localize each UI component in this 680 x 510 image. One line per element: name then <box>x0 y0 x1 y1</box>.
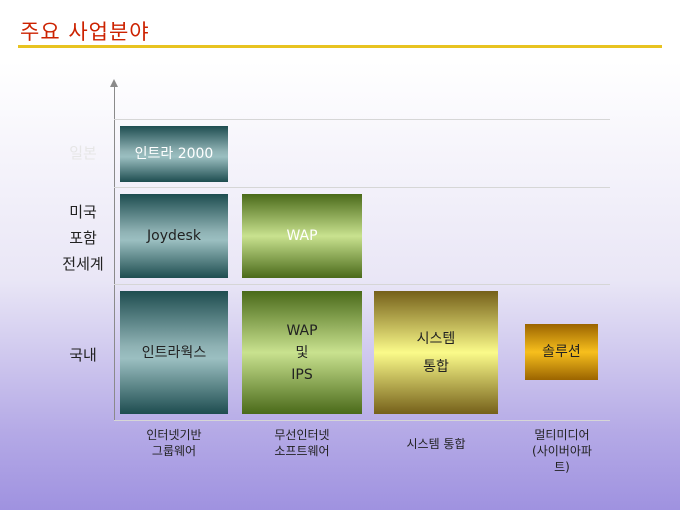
cell-label-line: WAP <box>286 322 318 339</box>
gridline <box>114 284 610 285</box>
row-label-line: 포함 <box>69 229 97 247</box>
column-label-line: 소프트웨어 <box>274 444 330 458</box>
cell-label: WAP <box>286 228 318 244</box>
vertical-axis <box>114 86 115 420</box>
column-label-line: (사이버아파 <box>532 444 592 458</box>
row-label-line: 전세계 <box>62 255 104 273</box>
column-label-groupware: 인터넷기반 그룹웨어 <box>120 427 228 459</box>
column-label-system-integration: 시스템 통합 <box>406 437 466 451</box>
cell-label: 솔루션 <box>542 344 581 360</box>
row-label-line: 미국 <box>69 203 97 221</box>
page-title: 주요 사업분야 <box>20 20 150 44</box>
cell-label-line: 시스템 <box>416 330 456 347</box>
row-label-domestic: 국내 <box>69 346 97 364</box>
column-label-line: 그룹웨어 <box>151 444 197 458</box>
axis-arrow-icon <box>110 79 118 87</box>
title-underline <box>18 45 662 48</box>
cell-label: 인트라웍스 <box>141 344 207 361</box>
cell-intra2000: 인트라 2000 <box>120 126 228 182</box>
cell-wap-ips: WAP 및 IPS <box>242 291 362 414</box>
cell-label: Joydesk <box>147 228 201 244</box>
cell-label-line: 통합 <box>423 358 449 375</box>
gridline <box>114 119 610 120</box>
row-label-japan: 일본 <box>69 144 97 162</box>
cell-wap: WAP <box>242 194 362 278</box>
column-label-line: 무선인터넷 <box>274 428 330 442</box>
column-label-wireless: 무선인터넷 소프트웨어 <box>242 427 362 459</box>
gridline <box>114 187 610 188</box>
cell-system-integration: 시스템 통합 <box>374 291 498 414</box>
column-label-line: 인터넷기반 <box>146 428 202 442</box>
column-label-multimedia: 멀티미디어 (사이버아파 트) <box>512 427 612 475</box>
cell-intraworks: 인트라웍스 <box>120 291 228 414</box>
row-label-us-world: 미국 포함 전세계 <box>33 199 133 277</box>
cell-solution: 솔루션 <box>525 324 598 380</box>
column-label-line: 멀티미디어 <box>534 428 590 442</box>
column-label-line: 트) <box>554 460 570 474</box>
cell-label-line: IPS <box>291 366 313 383</box>
gridline <box>114 420 610 421</box>
cell-joydesk: Joydesk <box>120 194 228 278</box>
cell-label: 인트라 2000 <box>134 146 214 162</box>
cell-label-line: 및 <box>295 344 309 361</box>
